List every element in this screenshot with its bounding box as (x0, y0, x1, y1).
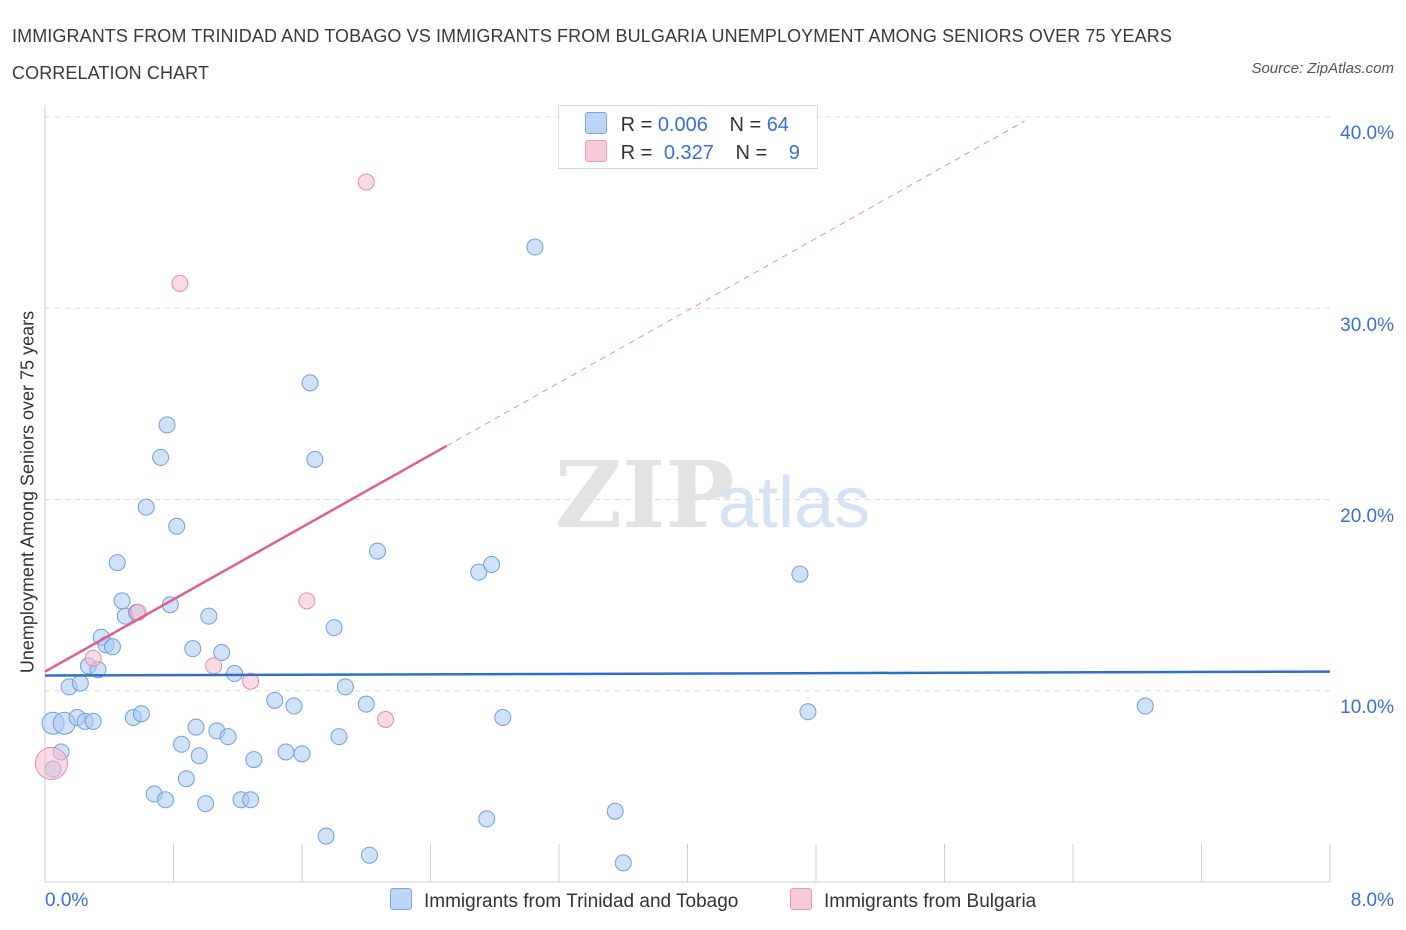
point-trinidad-45 (301, 374, 319, 392)
point-trinidad-6 (71, 674, 89, 692)
y-tick-label-40: 40.0% (1340, 123, 1394, 144)
x-tick-label-min: 0.0% (45, 890, 89, 911)
bottom-legend-swatch-trinidad (390, 888, 412, 910)
chart-title: IMMIGRANTS FROM TRINIDAD AND TOBAGO VS I… (12, 26, 1172, 83)
point-trinidad-54 (470, 563, 488, 581)
legend-n-label: N = (735, 142, 768, 164)
point-trinidad-28 (177, 770, 195, 788)
point-trinidad-62 (799, 703, 817, 721)
x-tick-label-max: 8.0% (1350, 890, 1394, 911)
legend-swatch-bulgaria (585, 140, 607, 162)
legend-swatch-trinidad (585, 112, 607, 134)
point-trinidad-9 (84, 712, 102, 730)
legend-r-value-bulgaria: 0.327 (663, 142, 714, 164)
point-trinidad-49 (330, 728, 348, 746)
legend-r-value-trinidad: 0.006 (657, 114, 708, 136)
legend-n-label: N = (729, 114, 762, 136)
point-bulgaria-3 (171, 274, 189, 292)
point-trinidad-56 (483, 556, 501, 574)
point-trinidad-42 (277, 743, 295, 761)
watermark-zip: ZIP (555, 441, 734, 549)
point-trinidad-30 (187, 718, 205, 736)
correlation-legend: R = 0.006 N = 64 R = 0.327 N = 9 (558, 105, 818, 169)
source-label: Source: ZipAtlas.com (1251, 60, 1394, 77)
y-tick-label-20: 20.0% (1340, 506, 1394, 527)
point-trinidad-55 (478, 810, 496, 828)
point-trinidad-32 (197, 795, 215, 813)
point-trinidad-24 (158, 416, 176, 434)
bottom-legend-swatch-bulgaria (790, 888, 812, 910)
point-trinidad-39 (242, 791, 260, 809)
watermark-atlas: atlas (718, 463, 870, 543)
point-trinidad-33 (200, 607, 218, 625)
point-trinidad-43 (285, 697, 303, 715)
point-bulgaria-4 (205, 657, 223, 675)
point-trinidad-52 (360, 846, 378, 864)
bottom-legend-label-trinidad: Immigrants from Trinidad and Tobago (424, 891, 739, 912)
point-trinidad-44 (293, 745, 311, 763)
point-trinidad-47 (317, 827, 335, 845)
point-trinidad-59 (606, 802, 624, 820)
trend-line-bulgaria-extension (446, 120, 1026, 447)
point-trinidad-31 (190, 747, 208, 765)
point-trinidad-20 (137, 498, 155, 516)
bottom-legend-trinidad[interactable]: Immigrants from Trinidad and Tobago (390, 888, 738, 913)
bottom-legend-label-bulgaria: Immigrants from Bulgaria (824, 891, 1037, 912)
point-trinidad-48 (325, 619, 343, 637)
point-trinidad-58 (526, 238, 544, 256)
bottom-legend-bulgaria[interactable]: Immigrants from Bulgaria (790, 888, 1036, 913)
legend-n-value-trinidad: 64 (766, 114, 789, 136)
point-trinidad-46 (306, 450, 324, 468)
trend-line-trinidad (44, 670, 1331, 677)
point-trinidad-57 (494, 709, 512, 727)
point-trinidad-15 (113, 592, 131, 610)
legend-row-trinidad: R = 0.006 N = 64 (585, 112, 789, 138)
point-trinidad-50 (336, 678, 354, 696)
point-trinidad-51 (357, 695, 375, 713)
point-trinidad-13 (103, 638, 121, 656)
point-bulgaria-1 (84, 649, 102, 667)
legend-n-value-bulgaria: 9 (788, 142, 800, 164)
y-tick-label-30: 30.0% (1340, 315, 1394, 336)
point-trinidad-53 (368, 542, 386, 560)
point-trinidad-40 (245, 751, 263, 769)
point-trinidad-63 (1136, 697, 1154, 715)
point-trinidad-14 (108, 554, 126, 572)
point-trinidad-27 (173, 735, 191, 753)
point-trinidad-26 (168, 517, 186, 535)
legend-row-bulgaria: R = 0.327 N = 9 (585, 140, 800, 166)
point-trinidad-29 (184, 640, 202, 658)
point-trinidad-22 (152, 448, 170, 466)
point-bulgaria-7 (357, 173, 375, 191)
point-trinidad-61 (791, 565, 809, 583)
y-tick-label-10: 10.0% (1340, 697, 1394, 718)
legend-r-label: R = (620, 142, 653, 164)
point-trinidad-36 (219, 728, 237, 746)
point-bulgaria-5 (242, 672, 260, 690)
point-trinidad-37 (226, 665, 244, 683)
point-trinidad-23 (156, 791, 174, 809)
y-axis-label: Unemployment Among Seniors over 75 years (17, 310, 38, 674)
legend-r-label: R = (620, 114, 653, 136)
point-trinidad-19 (132, 705, 150, 723)
point-bulgaria-0 (34, 746, 68, 780)
trend-line-bulgaria (44, 444, 448, 673)
point-trinidad-41 (266, 691, 284, 709)
point-trinidad-35 (213, 644, 231, 661)
point-bulgaria-6 (298, 592, 316, 610)
point-trinidad-60 (614, 854, 632, 872)
point-bulgaria-8 (377, 710, 395, 728)
